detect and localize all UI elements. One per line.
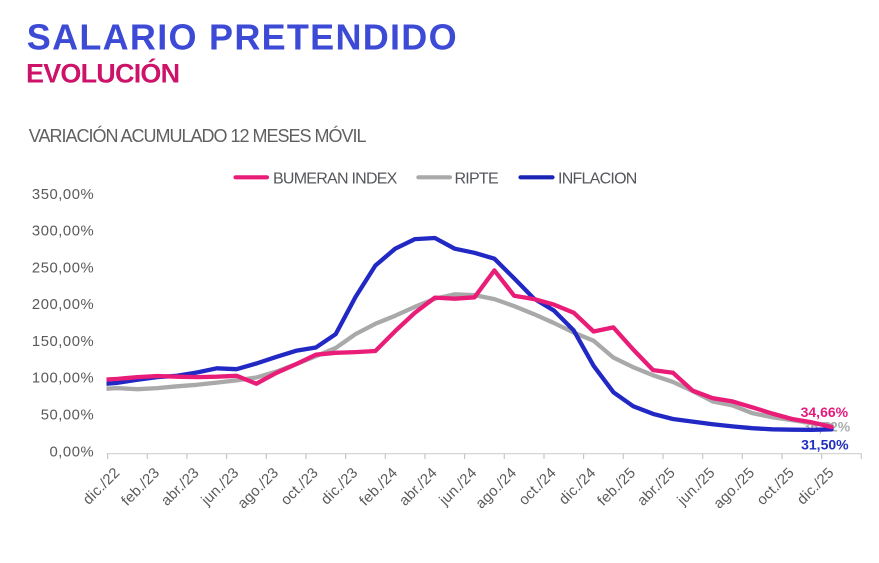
svg-text:feb./25: feb./25 — [595, 465, 639, 509]
svg-text:dic./23: dic./23 — [318, 465, 361, 508]
svg-text:abr./23: abr./23 — [158, 465, 202, 509]
svg-text:abr./25: abr./25 — [635, 465, 679, 509]
svg-text:350,00%: 350,00% — [32, 187, 94, 203]
svg-text:VARIACIÓN ACUMULADO 12 MESES M: VARIACIÓN ACUMULADO 12 MESES MÓVIL — [29, 125, 367, 146]
svg-text:250,00%: 250,00% — [32, 260, 94, 276]
svg-text:ago./24: ago./24 — [473, 465, 520, 512]
svg-text:50,00%: 50,00% — [41, 408, 95, 424]
svg-text:dic./22: dic./22 — [80, 465, 123, 508]
svg-text:oct./24: oct./24 — [516, 465, 560, 509]
svg-text:200,00%: 200,00% — [32, 297, 94, 313]
svg-text:abr./24: abr./24 — [397, 465, 441, 509]
svg-text:EVOLUCIÓN: EVOLUCIÓN — [26, 58, 179, 89]
svg-text:SALARIO PRETENDIDO: SALARIO PRETENDIDO — [27, 16, 458, 57]
svg-text:300,00%: 300,00% — [32, 224, 94, 240]
svg-text:feb./23: feb./23 — [119, 465, 163, 509]
svg-text:31,50%: 31,50% — [801, 437, 849, 453]
svg-text:34,66%: 34,66% — [801, 404, 849, 420]
svg-text:150,00%: 150,00% — [32, 334, 94, 350]
svg-text:0,00%: 0,00% — [49, 444, 94, 460]
svg-text:oct./25: oct./25 — [754, 465, 798, 509]
svg-text:ago./23: ago./23 — [235, 465, 282, 512]
svg-text:100,00%: 100,00% — [32, 371, 94, 387]
svg-text:RIPTE: RIPTE — [455, 170, 498, 187]
svg-text:feb./24: feb./24 — [357, 465, 401, 509]
svg-text:dic./25: dic./25 — [794, 465, 837, 508]
svg-text:oct./23: oct./23 — [278, 465, 322, 509]
svg-text:INFLACION: INFLACION — [558, 170, 637, 187]
svg-text:dic./24: dic./24 — [556, 465, 599, 508]
svg-text:ago./25: ago./25 — [711, 465, 758, 512]
svg-text:BUMERAN INDEX: BUMERAN INDEX — [273, 170, 398, 187]
